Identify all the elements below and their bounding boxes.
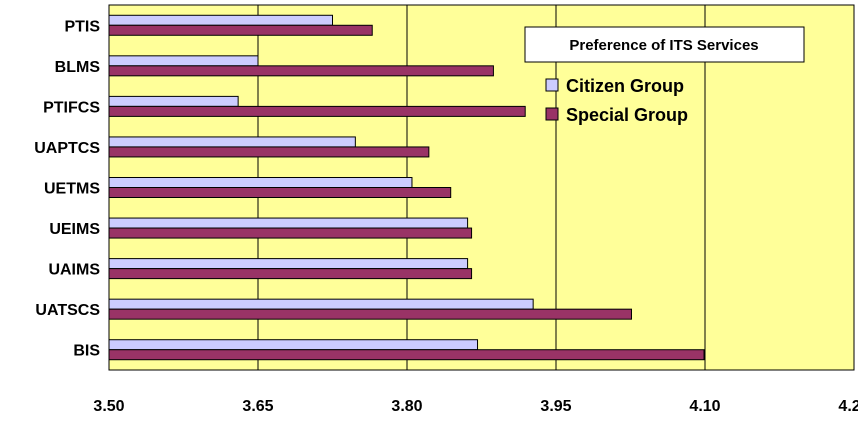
bar-special-group (108, 65, 494, 77)
bar-special-group (108, 105, 526, 117)
legend-label-citizen-group: Citizen Group (566, 76, 684, 96)
legend-swatch-special-group (545, 107, 559, 121)
x-tick-label: 4.10 (689, 398, 720, 415)
x-tick-label: 3.65 (242, 398, 273, 415)
x-tick-label: 3.80 (391, 398, 422, 415)
category-label: BLMS (55, 59, 101, 76)
bar-special-group (108, 308, 632, 320)
legend-swatch-citizen-group (545, 78, 559, 92)
category-label: BIS (73, 343, 100, 360)
x-tick-label: 3.50 (93, 398, 124, 415)
legend: Preference of ITS Services Citizen Group… (524, 26, 805, 125)
bar-citizen-group (108, 258, 469, 270)
category-label: UAIMS (48, 262, 100, 279)
category-label: PTIS (64, 18, 100, 35)
legend-title: Preference of ITS Services (569, 37, 758, 54)
bar-citizen-group (108, 95, 239, 107)
bar-special-group (108, 24, 373, 36)
category-labels: PTIS BLMS PTIFCS UAPTCS UETMS UEIMS UAIMS UATSC… (34, 18, 100, 359)
x-tick-label: 4.25 (838, 398, 858, 415)
bar-special-group (108, 227, 473, 239)
category-label: UETMS (44, 181, 100, 198)
bar-special-group (108, 349, 705, 361)
bar-citizen-group (108, 298, 534, 310)
x-tick-labels: 3.50 3.65 3.80 3.95 4.10 4.25 (93, 398, 858, 415)
category-label: UATSCS (35, 302, 100, 319)
bar-citizen-group (108, 14, 333, 26)
bar-citizen-group (108, 339, 479, 351)
x-tick-label: 3.95 (540, 398, 571, 415)
bar-citizen-group (108, 136, 356, 148)
category-label: UAPTCS (34, 140, 100, 157)
legend-label-special-group: Special Group (566, 105, 688, 125)
bar-citizen-group (108, 55, 259, 67)
bar-special-group (108, 187, 452, 198)
bar-citizen-group (108, 177, 413, 188)
bar-citizen-group (108, 217, 469, 229)
bar-special-group (108, 268, 473, 280)
category-label: PTIFCS (43, 99, 100, 116)
bar-special-group (108, 146, 430, 158)
category-label: UEIMS (49, 221, 100, 238)
legend-title-box (524, 26, 805, 63)
bars (108, 14, 705, 361)
